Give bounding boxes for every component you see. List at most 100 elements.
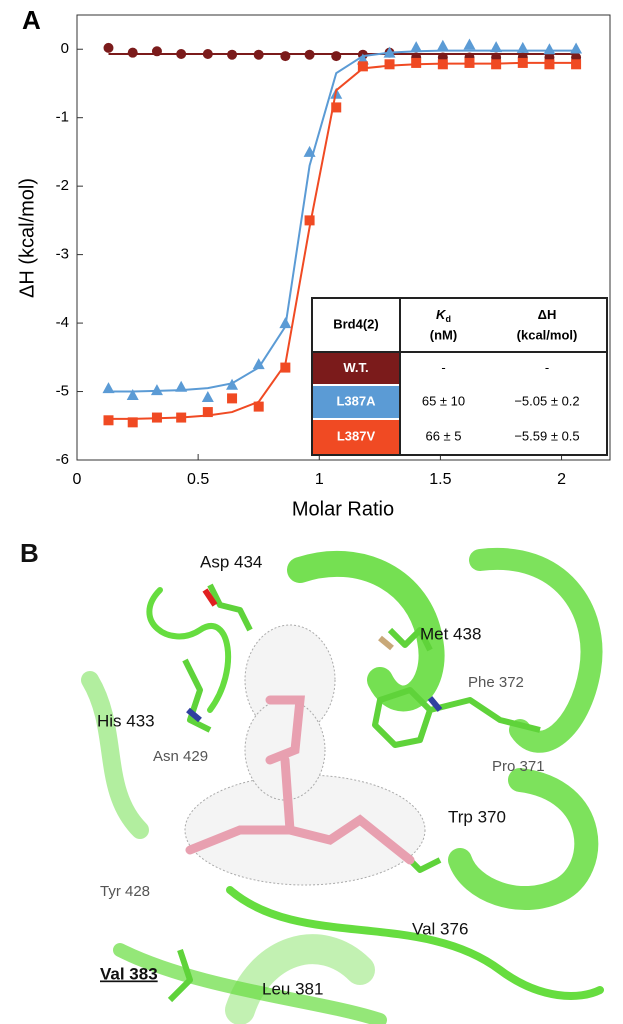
table-cell: -: [545, 360, 549, 375]
point: [280, 51, 291, 62]
residue-label: Tyr 428: [100, 883, 150, 900]
residue-label: Met 438: [420, 624, 481, 643]
point: [202, 407, 213, 418]
header-part: ΔH: [538, 307, 557, 322]
table-header: Brd4(2): [333, 316, 379, 331]
residue-label: Asp 434: [200, 552, 262, 571]
row-swatch: [313, 353, 399, 384]
structure-panel: B Asp 434 Met 438 Phe 372 His 433 Pro 37…: [20, 538, 605, 1024]
point: [410, 41, 423, 53]
residue-label: Leu 381: [262, 979, 323, 998]
point: [151, 412, 162, 423]
header-part: d: [445, 314, 451, 324]
residue-label: His 433: [97, 711, 155, 730]
residue-labels: B Asp 434 Met 438 Phe 372 His 433 Pro 37…: [20, 538, 545, 999]
point: [227, 49, 238, 60]
table-cell: −5.05 ± 0.2: [514, 393, 579, 408]
point: [463, 38, 476, 50]
table-cell: −5.59 ± 0.5: [514, 428, 579, 443]
table-header-unit: (nM): [430, 327, 457, 342]
point: [102, 382, 115, 394]
point: [227, 393, 238, 404]
point: [103, 42, 114, 53]
panel-label: A: [22, 5, 41, 35]
point: [202, 49, 213, 60]
point: [571, 59, 582, 70]
table-cell: 66 ± 5: [425, 428, 461, 443]
chart: A ΔH (kcal/mol) Molar Ratio -6-5-4-3-2-1…: [16, 5, 611, 520]
x-tick-label: 1: [315, 471, 324, 488]
table-header-unit: (kcal/mol): [517, 327, 578, 342]
y-tick-label: -5: [56, 383, 69, 400]
point: [303, 145, 316, 157]
residue-label: Trp 370: [448, 807, 506, 826]
point: [331, 102, 342, 113]
y-axis-label: ΔH (kcal/mol): [16, 178, 38, 298]
legend-label: L387A: [336, 393, 376, 408]
point: [253, 49, 264, 60]
point: [491, 59, 502, 70]
panel-label: B: [20, 538, 39, 568]
x-tick-label: 0: [73, 471, 82, 488]
header-part: K: [436, 307, 447, 322]
ribbons: [81, 547, 604, 1024]
residue-label: Pro 371: [492, 758, 545, 775]
residue-label: Asn 429: [153, 748, 208, 765]
point: [304, 215, 315, 226]
point: [280, 362, 291, 373]
kd-table: Brd4(2) Kd (nM) ΔH (kcal/mol) W.T. - - L387A 65 ±…: [311, 297, 608, 456]
point: [127, 47, 138, 58]
residue-label: Phe 372: [468, 674, 524, 691]
oxygen: [202, 588, 218, 607]
x-axis-label: Molar Ratio: [292, 498, 394, 520]
x-tick-label: 2: [557, 471, 566, 488]
sulfur: [378, 635, 394, 651]
point: [127, 417, 138, 428]
y-tick-label: -1: [56, 109, 69, 126]
point: [543, 43, 556, 55]
table-cell: -: [441, 360, 445, 375]
nitrogen: [186, 696, 443, 723]
point: [253, 401, 264, 412]
point: [226, 378, 239, 390]
y-tick-label: -4: [56, 314, 69, 331]
y-tick-label: 0: [61, 40, 69, 57]
legend-label: W.T.: [343, 360, 368, 375]
y-tick-label: -2: [56, 177, 69, 194]
point: [383, 46, 396, 58]
table-header: ΔH: [538, 307, 557, 322]
plot-frame: [76, 14, 611, 461]
point: [517, 57, 528, 68]
row-swatch: [313, 386, 399, 418]
point: [357, 61, 368, 72]
y-tick-label: -6: [56, 451, 69, 468]
point: [384, 59, 395, 70]
point: [201, 391, 214, 403]
point: [411, 57, 422, 68]
point: [151, 46, 162, 57]
row-swatch: [313, 420, 399, 454]
point: [570, 42, 583, 54]
point: [437, 59, 448, 70]
point: [436, 39, 449, 51]
x-tick-label: 0.5: [187, 471, 209, 488]
point: [304, 49, 315, 60]
point: [175, 380, 188, 392]
point: [544, 59, 555, 70]
point: [126, 388, 139, 400]
point: [252, 358, 265, 370]
legend-label: L387V: [337, 428, 376, 443]
residue-label: Val 376: [412, 919, 468, 938]
x-tick-label: 1.5: [429, 471, 451, 488]
point: [279, 317, 292, 329]
ligand: [185, 695, 415, 865]
residue-label: Val 383: [100, 964, 158, 983]
y-tick-label: -3: [56, 246, 69, 263]
point: [176, 49, 187, 60]
table-cell: 65 ± 10: [422, 393, 465, 408]
point: [150, 384, 163, 396]
table-header: Kd: [436, 307, 451, 324]
point: [331, 51, 342, 62]
sticks: [167, 583, 541, 1003]
